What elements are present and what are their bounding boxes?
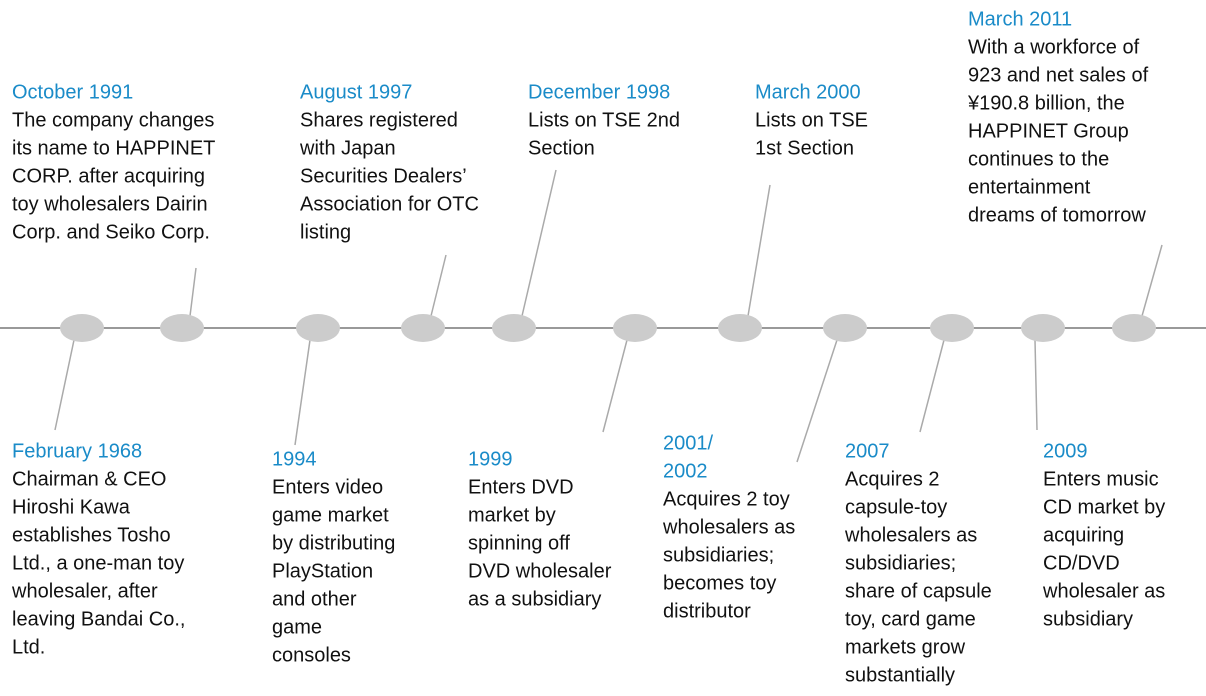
connector (1034, 339, 1038, 431)
timeline-node (296, 314, 340, 342)
event-date: 2007 (845, 440, 890, 462)
event-text: leaving Bandai Co., (12, 608, 185, 630)
connector (919, 339, 945, 433)
event-text: Acquires 2 (845, 468, 940, 490)
event-text: subsidiaries; (845, 552, 956, 574)
connector (54, 339, 75, 431)
timeline-node (160, 314, 204, 342)
event-text: becomes toy (663, 572, 776, 594)
event-date: 2009 (1043, 440, 1088, 462)
event-text: CD market by (1043, 496, 1165, 518)
event-date: March 2000 (755, 81, 861, 103)
event-text: Shares registered (300, 109, 458, 131)
event-text: game (272, 616, 322, 638)
event-text: acquiring (1043, 524, 1124, 546)
connector (747, 184, 771, 317)
event-date: October 1991 (12, 81, 133, 103)
event-text: 1st Section (755, 137, 854, 159)
connector (1141, 244, 1163, 317)
event-text: Ltd. (12, 636, 45, 658)
event-date: February 1968 (12, 440, 142, 462)
event-text: CD/DVD (1043, 552, 1120, 574)
event-text: CORP. after acquiring (12, 165, 205, 187)
event-text: 923 and net sales of (968, 64, 1149, 86)
event-text: establishes Tosho (12, 524, 171, 546)
timeline-node (718, 314, 762, 342)
event-text: With a workforce of (968, 36, 1140, 58)
event-text: Chairman & CEO (12, 468, 167, 490)
event-text: Enters DVD (468, 476, 574, 498)
event-text: HAPPINET Group (968, 120, 1129, 142)
event-text: subsidiaries; (663, 544, 774, 566)
event-text: PlayStation (272, 560, 373, 582)
event-text: and other (272, 588, 357, 610)
event-date: 1999 (468, 448, 513, 470)
event-date: 1994 (272, 448, 317, 470)
event-text: Securities Dealers’ (300, 165, 467, 187)
event-text: spinning off (468, 532, 570, 554)
event-text: Enters video (272, 476, 383, 498)
event-text: wholesaler, after (11, 580, 158, 602)
event-text: its name to HAPPINET (12, 137, 215, 159)
timeline-node (492, 314, 536, 342)
event-text: DVD wholesaler (468, 560, 612, 582)
timeline-node (613, 314, 657, 342)
event-text: Enters music (1043, 468, 1159, 490)
event-text: with Japan (299, 137, 396, 159)
event-date: 2001/ (663, 432, 713, 454)
event-text: Corp. and Seiko Corp. (12, 221, 210, 243)
event-text: consoles (272, 644, 351, 666)
connector (796, 339, 838, 463)
event-text: substantially (845, 664, 955, 686)
event-text: distributor (663, 600, 751, 622)
connector (430, 254, 447, 317)
event-text: Acquires 2 toy (663, 488, 790, 510)
timeline-node (823, 314, 867, 342)
event-date: March 2011 (968, 8, 1072, 30)
event-text: markets grow (845, 636, 966, 658)
event-text: game market (272, 504, 389, 526)
event-text: continues to the (968, 148, 1109, 170)
timeline-node (1021, 314, 1065, 342)
timeline-node (1112, 314, 1156, 342)
event-date: August 1997 (300, 81, 412, 103)
event-text: listing (300, 221, 351, 243)
connector (602, 339, 628, 433)
connector (294, 339, 311, 446)
event-text: wholesalers as (662, 516, 795, 538)
timeline-node (60, 314, 104, 342)
event-date: December 1998 (528, 81, 670, 103)
event-text: toy, card game (845, 608, 976, 630)
event-text: toy wholesalers Dairin (12, 193, 208, 215)
event-text: dreams of tomorrow (968, 204, 1146, 226)
event-text: Association for OTC (300, 193, 479, 215)
event-text: Lists on TSE 2nd (528, 109, 680, 131)
event-text: share of capsule (845, 580, 992, 602)
event-text: by distributing (272, 532, 395, 554)
event-text: capsule-toy (845, 496, 947, 518)
event-text: market by (468, 504, 556, 526)
event-text: Lists on TSE (755, 109, 868, 131)
event-text: wholesalers as (844, 524, 977, 546)
event-text: subsidiary (1043, 608, 1133, 630)
connector (521, 169, 557, 317)
timeline-node (401, 314, 445, 342)
event-text: entertainment (968, 176, 1091, 198)
event-text: ¥190.8 billion, the (967, 92, 1125, 114)
timeline-node (930, 314, 974, 342)
event-text: as a subsidiary (468, 588, 601, 610)
event-date: 2002 (663, 460, 708, 482)
event-text: wholesaler as (1042, 580, 1165, 602)
event-text: Ltd., a one-man toy (12, 552, 184, 574)
connector (189, 267, 197, 317)
event-text: The company changes (12, 109, 214, 131)
event-text: Hiroshi Kawa (12, 496, 131, 518)
event-text: Section (528, 137, 595, 159)
